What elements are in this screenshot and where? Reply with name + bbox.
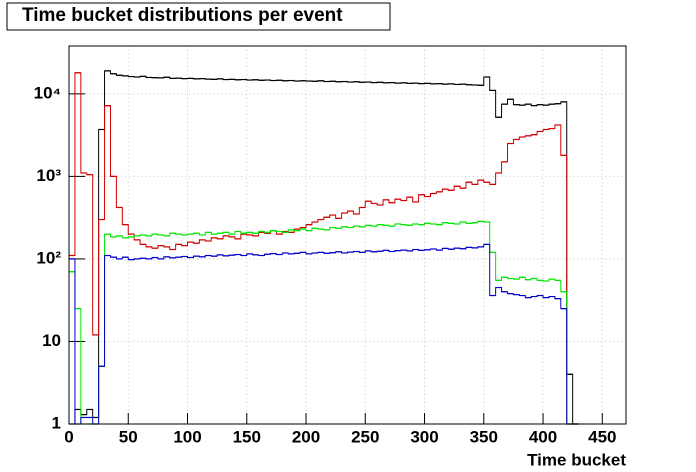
x-tick-label: 400 (529, 427, 557, 446)
x-tick-label: 300 (410, 427, 438, 446)
x-tick-label: 450 (588, 427, 616, 446)
y-tick-label: 10 (42, 331, 61, 350)
y-tick-label: 1 (52, 413, 61, 432)
x-tick-label: 0 (64, 427, 73, 446)
y-tick-label: 10³ (36, 166, 61, 185)
x-tick-label: 100 (173, 427, 201, 446)
x-axis-label: Time bucket (527, 450, 626, 469)
step-outline (68, 220, 579, 425)
x-tick-label: 250 (351, 427, 379, 446)
x-tick-label: 50 (119, 427, 138, 446)
chart-title: Time bucket distributions per event (22, 5, 343, 26)
plot-frame (68, 45, 627, 425)
step-outline (68, 72, 579, 425)
title-box (6, 2, 391, 31)
x-tick-label: 200 (292, 427, 320, 446)
x-tick-label: 350 (470, 427, 498, 446)
step-outline (68, 243, 579, 425)
x-tick-label: 150 (233, 427, 261, 446)
y-tick-label: 10⁴ (34, 83, 61, 102)
step-outline (69, 70, 579, 425)
y-tick-label: 10² (36, 248, 61, 267)
